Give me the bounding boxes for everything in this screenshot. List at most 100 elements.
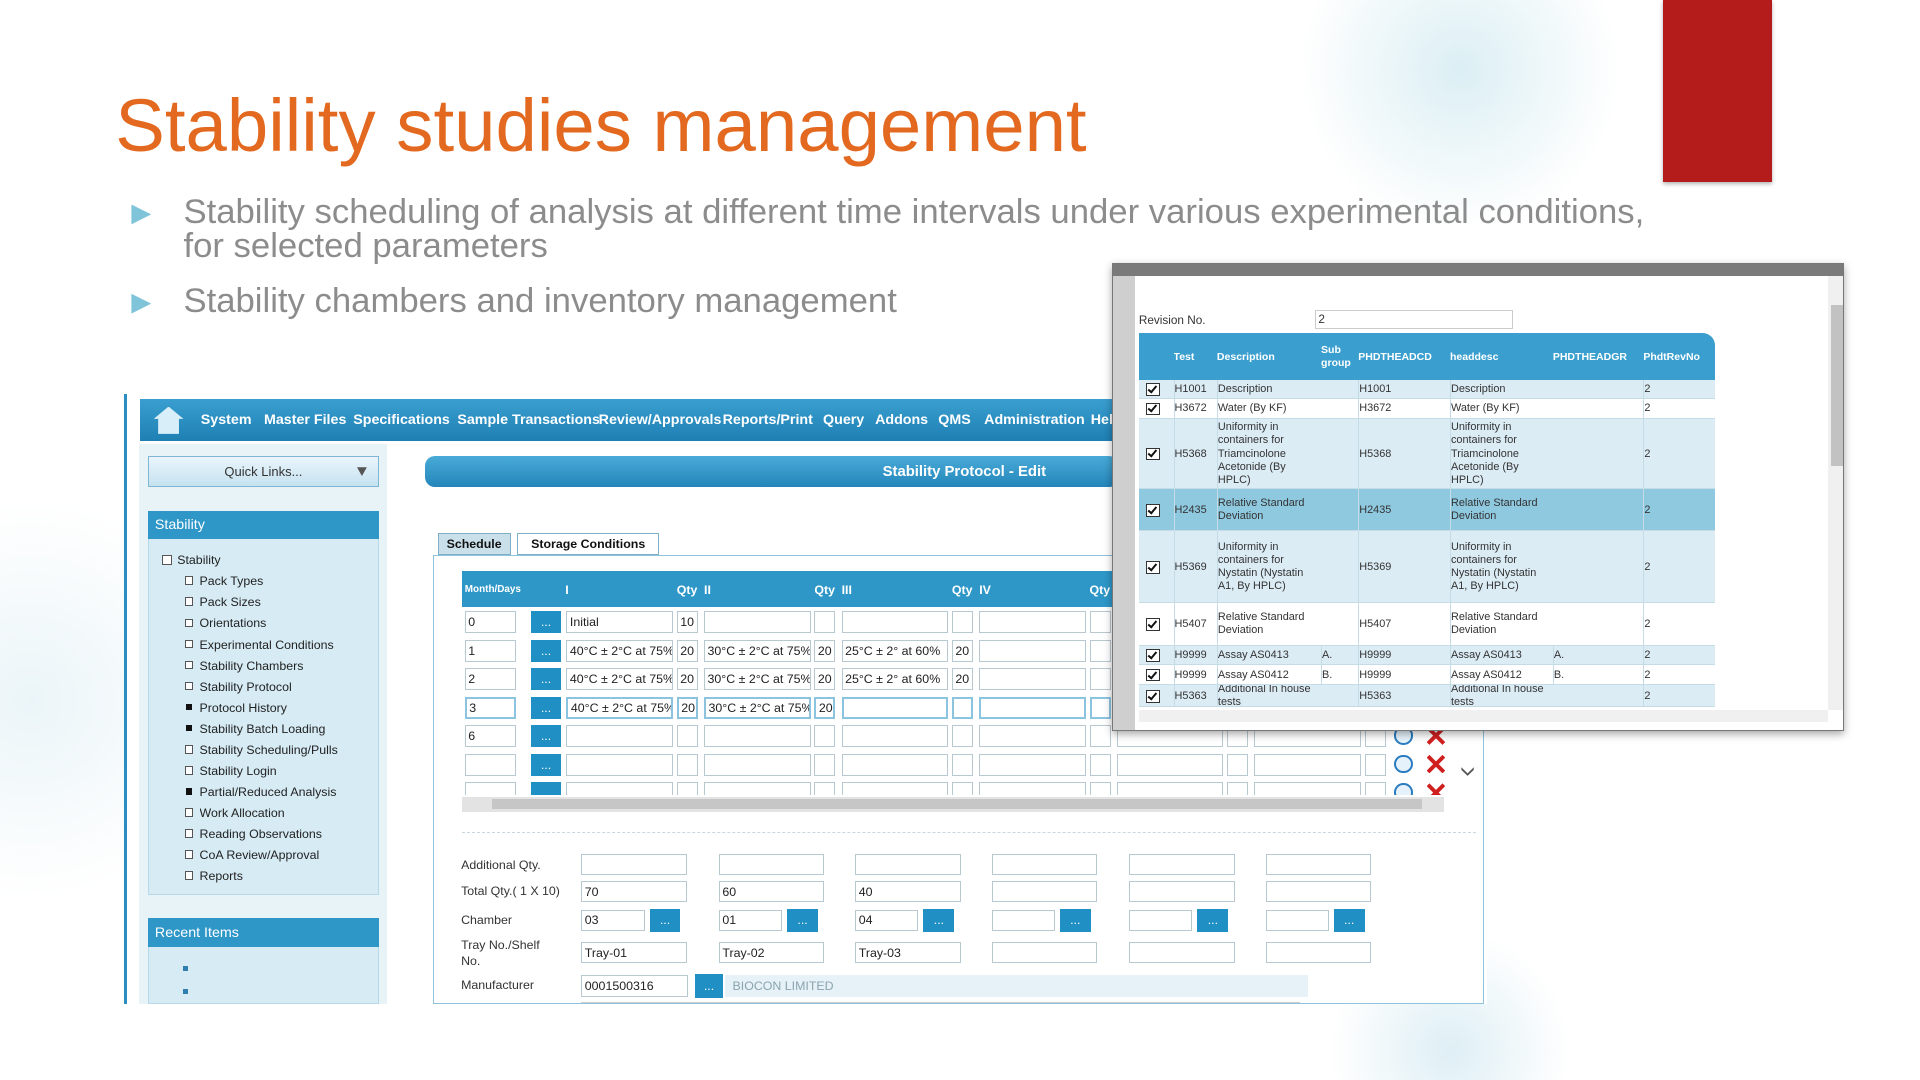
qty-input[interactable] [1089,639,1111,662]
condition-input[interactable] [841,696,949,719]
menu-item[interactable]: Reports/Print [722,412,813,429]
tray-input[interactable]: Tray-02 [718,942,825,964]
qty-input[interactable] [1227,753,1249,776]
condition-input[interactable] [841,725,949,748]
additional-qty-input[interactable] [1265,854,1371,876]
condition-input[interactable] [979,782,1086,795]
qty-input[interactable]: 20 [951,639,973,662]
qty-input[interactable]: 20 [814,668,836,691]
qty-input[interactable] [951,611,973,634]
qty-input[interactable] [1089,753,1111,776]
condition-input[interactable] [566,782,674,795]
condition-input[interactable]: 40°C ± 2°C at 75% [566,639,674,662]
chamber-input[interactable] [1265,909,1329,931]
tree-item[interactable]: Stability Scheduling/Pulls [199,742,338,757]
lookup-button[interactable]: ... [787,908,819,933]
condition-input[interactable]: 25°C ± 2° at 60% [841,668,949,691]
qty-input[interactable]: 20 [814,696,836,719]
lookup-button[interactable]: ... [1197,908,1229,933]
total-qty-input[interactable]: 70 [581,881,687,903]
additional-qty-input[interactable] [581,854,687,876]
month-input[interactable]: 3 [464,696,516,719]
menu-item[interactable]: Query [823,412,865,429]
delete-row-icon[interactable] [1426,754,1446,774]
menu-item[interactable]: System [200,412,252,429]
total-qty-input[interactable] [991,881,1097,903]
condition-input[interactable] [1254,753,1361,776]
condition-input[interactable] [841,611,949,634]
condition-input[interactable] [1116,753,1224,776]
menu-item[interactable]: Specifications [353,412,450,429]
tree-item[interactable]: Stability Batch Loading [199,721,326,736]
condition-input[interactable]: 25°C ± 2° at 60% [841,639,949,662]
qty-input[interactable]: 20 [676,696,698,719]
qty-input[interactable] [1227,782,1249,795]
lookup-button[interactable]: ... [530,611,562,634]
tree-item[interactable]: Stability Protocol [199,679,292,694]
total-qty-input[interactable]: 60 [718,881,825,903]
tab[interactable]: Storage Conditions [516,532,660,556]
condition-input[interactable]: 40°C ± 2°C at 75% [566,696,674,719]
condition-input[interactable] [979,696,1086,719]
tree-item[interactable]: Reports [199,869,243,884]
condition-input[interactable] [841,782,949,795]
qty-input[interactable] [814,753,836,776]
row-checkbox[interactable] [1146,402,1160,415]
qty-input[interactable] [676,782,698,795]
qty-input[interactable] [951,696,973,719]
condition-input[interactable] [704,611,811,634]
qty-input[interactable] [951,725,973,748]
qty-input[interactable] [676,725,698,748]
condition-input[interactable]: 30°C ± 2°C at 75% [704,696,811,719]
menu-item[interactable]: Master Files [264,412,347,429]
tree-item[interactable]: Orientations [199,616,267,631]
row-checkbox[interactable] [1146,447,1160,461]
tree-item[interactable]: Pack Types [199,574,264,589]
condition-input[interactable] [979,639,1086,662]
menu-item[interactable]: Administration [984,412,1085,429]
condition-input[interactable]: 30°C ± 2°C at 75% [704,639,811,662]
tree-item[interactable]: Partial/Reduced Analysis [199,785,337,800]
tray-input[interactable] [1265,942,1371,964]
tree-item[interactable]: Reading Observations [199,827,322,842]
qty-input[interactable] [676,753,698,776]
lookup-button[interactable]: ... [1333,908,1365,933]
chamber-input[interactable]: 03 [581,909,645,931]
row-checkbox[interactable] [1146,618,1160,631]
tree-item[interactable]: Experimental Conditions [199,637,334,652]
qty-input[interactable] [1089,725,1111,748]
condition-input[interactable] [566,753,674,776]
qty-input[interactable] [1089,696,1111,719]
add-row-icon[interactable] [1394,783,1414,795]
tree-item[interactable]: Protocol History [199,700,287,715]
condition-input[interactable]: 40°C ± 2°C at 75% [566,668,674,691]
qty-input[interactable] [814,725,836,748]
chamber-input[interactable]: 04 [855,909,919,931]
lookup-button[interactable]: ... [530,782,562,795]
menu-item[interactable]: Review/Approvals [598,412,722,429]
condition-input[interactable] [979,725,1086,748]
tab[interactable]: Schedule [437,532,511,556]
tree-root[interactable]: Stability [177,553,221,568]
row-checkbox[interactable] [1146,504,1160,517]
month-input[interactable]: 1 [464,639,516,662]
total-qty-input[interactable] [1265,881,1371,903]
lookup-button[interactable]: ... [923,908,955,933]
tray-input[interactable]: Tray-01 [581,942,687,964]
tray-input[interactable]: Tray-03 [855,942,961,964]
condition-input[interactable] [704,725,811,748]
lookup-button[interactable]: ... [695,974,723,998]
tree-item[interactable]: CoA Review/Approval [199,848,320,863]
total-qty-input[interactable] [1129,881,1235,903]
month-input[interactable] [464,782,516,795]
condition-input[interactable] [979,753,1086,776]
additional-qty-input[interactable] [991,854,1097,876]
lookup-button[interactable]: ... [530,753,562,776]
tree-item[interactable]: Pack Sizes [199,595,261,610]
month-input[interactable]: 6 [464,725,516,748]
chamber-input[interactable] [991,909,1055,931]
additional-qty-input[interactable] [855,854,961,876]
month-input[interactable]: 0 [464,611,516,634]
qty-input[interactable]: 20 [814,639,836,662]
tray-input[interactable] [991,942,1097,964]
